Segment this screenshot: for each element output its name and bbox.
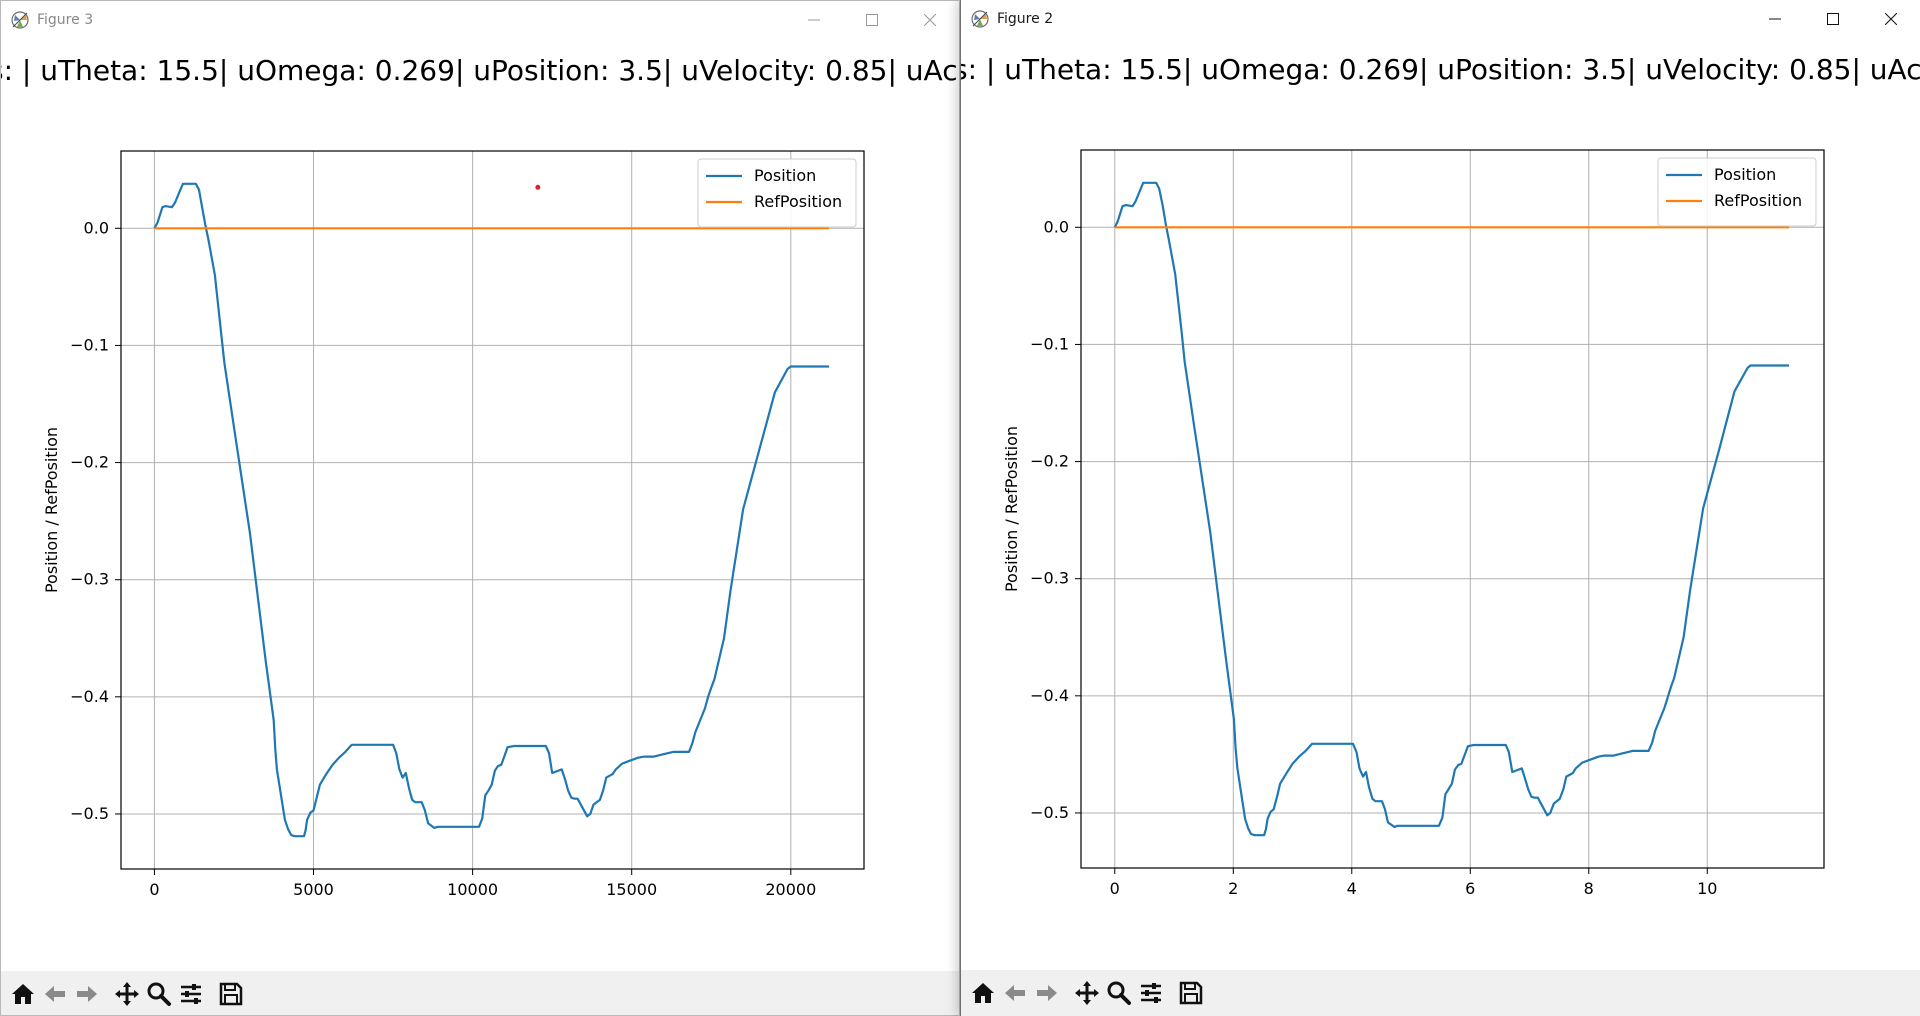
maximize-button[interactable] bbox=[843, 1, 901, 38]
y-tick-label: −0.3 bbox=[1030, 569, 1069, 588]
position-series-line bbox=[1113, 181, 1789, 837]
home-button[interactable] bbox=[7, 977, 39, 1011]
configure-subplots-button[interactable] bbox=[1135, 976, 1167, 1010]
back-button[interactable] bbox=[39, 977, 71, 1011]
save-button[interactable] bbox=[215, 977, 247, 1011]
x-tick-label: 8 bbox=[1584, 879, 1594, 898]
legend-label: RefPosition bbox=[754, 192, 842, 211]
x-tick-label: 5000 bbox=[293, 880, 334, 899]
pan-button[interactable] bbox=[1071, 976, 1103, 1010]
y-tick-label: 0.0 bbox=[1044, 217, 1069, 236]
x-tick-label: 15000 bbox=[606, 880, 657, 899]
status-banner: s: | uTheta: 15.5| uOmega: 0.269| uPosit… bbox=[961, 53, 1920, 86]
pan-button[interactable] bbox=[111, 977, 143, 1011]
configure-subplots-icon bbox=[181, 984, 201, 1004]
y-tick-label: 0.0 bbox=[84, 218, 109, 237]
forward-arrow-icon bbox=[77, 986, 97, 1002]
position-plot: 0 5000 10000 15000 20000 0.0 −0.1 −0.2 −0.3 −0.4 −… bbox=[42, 150, 865, 899]
pan-move-icon bbox=[1075, 981, 1099, 1005]
forward-button[interactable] bbox=[1031, 976, 1063, 1010]
x-tick-label: 10 bbox=[1697, 879, 1717, 898]
x-tick-label: 10000 bbox=[447, 880, 498, 899]
save-floppy-icon bbox=[219, 982, 243, 1006]
matplotlib-icon bbox=[11, 10, 29, 29]
title-bar[interactable]: Figure 2 bbox=[961, 0, 1920, 37]
y-tick-label: −0.4 bbox=[70, 687, 109, 706]
save-button[interactable] bbox=[1175, 976, 1207, 1010]
maximize-icon bbox=[866, 13, 878, 26]
y-axis-label: Position / RefPosition bbox=[42, 427, 61, 593]
maximize-button[interactable] bbox=[1804, 0, 1862, 37]
home-button[interactable] bbox=[967, 976, 999, 1010]
x-tick-label: 4 bbox=[1347, 879, 1357, 898]
y-axis-label: Position / RefPosition bbox=[1002, 426, 1021, 592]
y-tick-label: −0.1 bbox=[70, 335, 109, 354]
minimize-icon bbox=[808, 19, 820, 20]
zoom-button[interactable] bbox=[143, 977, 175, 1011]
home-icon bbox=[12, 984, 34, 1004]
close-button[interactable] bbox=[1862, 0, 1920, 37]
position-series-line bbox=[153, 182, 829, 838]
zoom-magnifier-icon bbox=[147, 982, 171, 1006]
y-tick-label: −0.5 bbox=[1030, 803, 1069, 822]
y-tick-label: −0.4 bbox=[1030, 686, 1069, 705]
y-tick-label: −0.2 bbox=[70, 453, 109, 472]
x-tick-label: 6 bbox=[1465, 879, 1475, 898]
zoom-button[interactable] bbox=[1103, 976, 1135, 1010]
back-arrow-icon bbox=[45, 986, 65, 1002]
legend-label: Position bbox=[754, 166, 816, 185]
legend-label: RefPosition bbox=[1714, 191, 1802, 210]
navigation-toolbar bbox=[1, 971, 959, 1015]
window-title: Figure 2 bbox=[997, 10, 1054, 27]
figure-window-left: Figure 3 s: | uTheta: 15.5| uOmega: 0.26… bbox=[0, 0, 960, 1016]
window-title: Figure 3 bbox=[37, 11, 94, 28]
figure-canvas[interactable]: s: | uTheta: 15.5| uOmega: 0.269| uPosit… bbox=[961, 37, 1920, 970]
configure-subplots-button[interactable] bbox=[175, 977, 207, 1011]
annotation-point bbox=[535, 184, 541, 190]
x-tick-label: 20000 bbox=[765, 880, 816, 899]
legend-label: Position bbox=[1714, 165, 1776, 184]
home-icon bbox=[972, 983, 994, 1003]
zoom-magnifier-icon bbox=[1107, 981, 1131, 1005]
y-tick-label: −0.2 bbox=[1030, 452, 1069, 471]
matplotlib-icon bbox=[971, 9, 989, 28]
x-tick-label: 0 bbox=[1110, 879, 1120, 898]
minimize-button[interactable] bbox=[785, 1, 843, 38]
axes-frame bbox=[1080, 149, 1825, 869]
maximize-icon bbox=[1827, 12, 1839, 25]
forward-button[interactable] bbox=[71, 977, 103, 1011]
configure-subplots-icon bbox=[1141, 983, 1161, 1003]
y-tick-label: −0.5 bbox=[70, 804, 109, 823]
x-tick-label: 0 bbox=[149, 880, 159, 899]
title-bar[interactable]: Figure 3 bbox=[1, 1, 959, 38]
y-tick-label: −0.1 bbox=[1030, 334, 1069, 353]
back-button[interactable] bbox=[999, 976, 1031, 1010]
position-plot: 0 2 4 6 8 10 0.0 −0.1 −0.2 −0.3 −0.4 −0.5 Position /… bbox=[1002, 149, 1825, 898]
status-banner: s: | uTheta: 15.5| uOmega: 0.269| uPosit… bbox=[1, 54, 960, 87]
pan-move-icon bbox=[115, 982, 139, 1006]
save-floppy-icon bbox=[1179, 981, 1203, 1005]
navigation-toolbar bbox=[961, 970, 1920, 1016]
forward-arrow-icon bbox=[1037, 985, 1057, 1001]
close-button[interactable] bbox=[901, 1, 959, 38]
x-tick-label: 2 bbox=[1228, 879, 1238, 898]
back-arrow-icon bbox=[1005, 985, 1025, 1001]
close-icon bbox=[924, 13, 936, 26]
minimize-icon bbox=[1769, 18, 1781, 19]
close-icon bbox=[1885, 12, 1897, 25]
y-tick-label: −0.3 bbox=[70, 570, 109, 589]
axes-frame bbox=[120, 150, 865, 870]
figure-canvas[interactable]: s: | uTheta: 15.5| uOmega: 0.269| uPosit… bbox=[1, 38, 960, 971]
minimize-button[interactable] bbox=[1746, 0, 1804, 37]
figure-window-right: Figure 2 s: | uTheta: 15.5| uOmega: 0.26… bbox=[960, 0, 1920, 1016]
